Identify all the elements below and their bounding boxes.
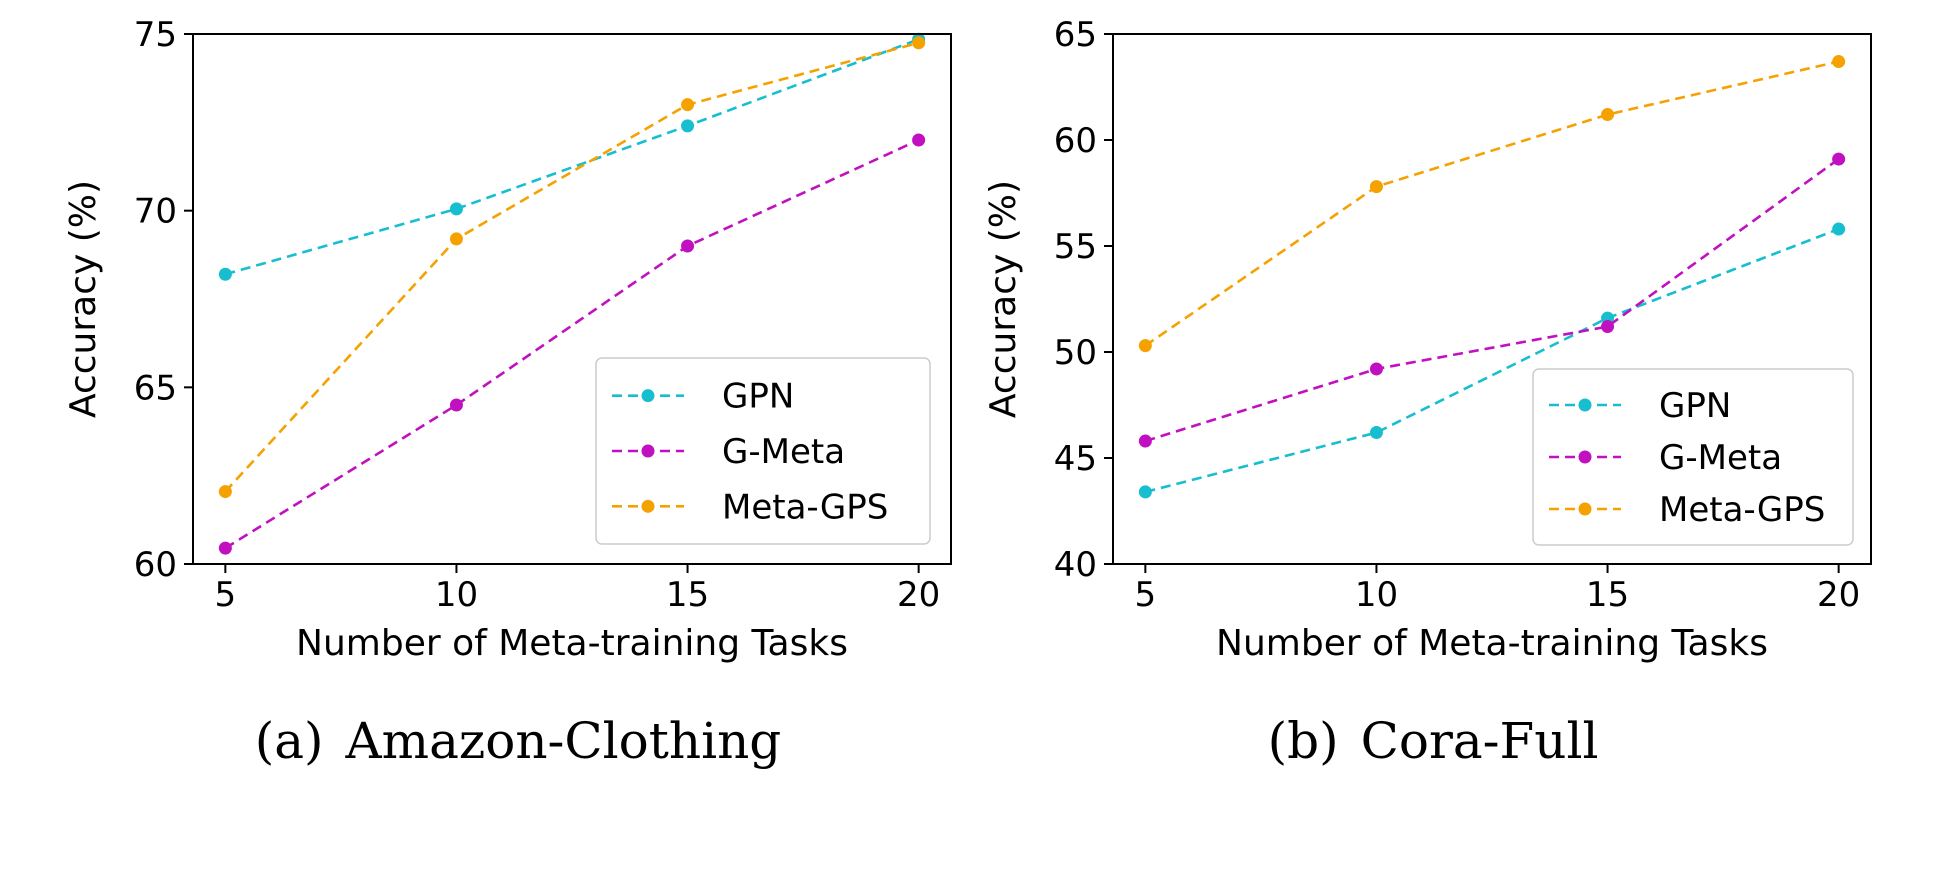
- caption-tag: (b): [1267, 712, 1339, 770]
- legend-swatch-marker: [641, 499, 655, 513]
- series-g-meta-point: [218, 541, 232, 555]
- series-meta-gps-point: [1832, 55, 1846, 69]
- x-tick-label: 5: [215, 575, 237, 615]
- series-gpn-line: [1145, 227, 1840, 494]
- plot-frame: [192, 33, 952, 565]
- x-tick-label: 20: [1817, 575, 1860, 615]
- legend-box: [595, 357, 931, 545]
- series-g-meta-line: [1144, 158, 1840, 443]
- series-meta-gps-line: [1144, 60, 1839, 347]
- series-gpn-point: [449, 202, 463, 216]
- plot-frame: [1112, 33, 1872, 565]
- y-tick-label: 60: [1054, 121, 1097, 161]
- x-tick-label: 20: [897, 575, 940, 615]
- y-tick-label: 50: [1054, 333, 1097, 373]
- series-meta-gps-line: [224, 41, 919, 493]
- y-tick-label: 60: [134, 545, 177, 585]
- series-meta-gps-point: [1369, 180, 1383, 194]
- series-gpn-point: [218, 267, 232, 281]
- legend-label: G-Meta: [1659, 438, 1782, 478]
- series-g-meta-point: [681, 239, 695, 253]
- caption-text: Cora-Full: [1360, 712, 1599, 770]
- legend-label: Meta-GPS: [722, 487, 888, 527]
- y-tick-label: 65: [134, 368, 177, 408]
- caption-amazon-clothing: (a) Amazon-Clothing: [255, 712, 782, 770]
- series-g-meta-point: [1138, 434, 1152, 448]
- y-tick-label: 65: [1054, 15, 1097, 55]
- y-tick-label: 45: [1054, 439, 1097, 479]
- series-gpn-point: [1138, 485, 1152, 499]
- y-tick-label: 70: [134, 192, 177, 232]
- y-axis-label: Accuracy (%): [63, 180, 104, 418]
- series-g-meta-point: [1832, 152, 1846, 166]
- x-axis-label: Number of Meta-training Tasks: [296, 623, 848, 664]
- series-meta-gps-point: [1138, 339, 1152, 353]
- legend-label: Meta-GPS: [1659, 490, 1825, 530]
- legend-swatch-marker: [1578, 502, 1592, 516]
- y-axis-label: Accuracy (%): [983, 180, 1024, 418]
- series-gpn-line: [224, 38, 920, 276]
- series-gpn-point: [681, 119, 695, 133]
- legend-label: GPN: [722, 377, 794, 417]
- caption-tag: (a): [254, 712, 324, 770]
- series-g-meta-line: [224, 138, 920, 550]
- x-tick-label: 5: [1135, 575, 1157, 615]
- chart-amazon-clothing: 60 65 70 75 5 10 15 20 Number of Meta-training T…: [63, 15, 952, 664]
- x-tick-label: 10: [435, 575, 478, 615]
- series-gpn-point: [1369, 426, 1383, 440]
- legend-swatch-marker: [641, 444, 655, 458]
- legend-swatch-marker: [641, 389, 655, 403]
- series-g-meta-point: [912, 133, 926, 147]
- series-g-meta-point: [1601, 320, 1615, 334]
- y-tick-label: 40: [1054, 545, 1097, 585]
- caption-text: Amazon-Clothing: [345, 712, 782, 770]
- legend-box: [1532, 368, 1854, 546]
- caption-cora-full: (b) Cora-Full: [1268, 712, 1599, 770]
- series-meta-gps-point: [449, 232, 463, 246]
- x-tick-label: 15: [1586, 575, 1629, 615]
- x-axis-label: Number of Meta-training Tasks: [1216, 623, 1768, 664]
- series-meta-gps-point: [912, 36, 926, 50]
- series-g-meta-point: [449, 398, 463, 412]
- chart-cora-full: 40 45 50 55 60 65 5 10 15 20 Number of Meta-traini…: [983, 15, 1872, 664]
- y-tick-label: 75: [134, 15, 177, 55]
- x-tick-label: 10: [1355, 575, 1398, 615]
- x-tick-label: 15: [666, 575, 709, 615]
- legend-label: G-Meta: [722, 432, 845, 472]
- legend-label: GPN: [1659, 386, 1731, 426]
- y-tick-label: 55: [1054, 227, 1097, 267]
- legend-swatch-marker: [1578, 450, 1592, 464]
- series-meta-gps-point: [1601, 108, 1615, 122]
- series-g-meta-point: [1369, 362, 1383, 376]
- series-meta-gps-point: [218, 485, 232, 499]
- series-meta-gps-point: [681, 98, 695, 112]
- legend-swatch-marker: [1578, 398, 1592, 412]
- series-gpn-point: [1832, 222, 1846, 236]
